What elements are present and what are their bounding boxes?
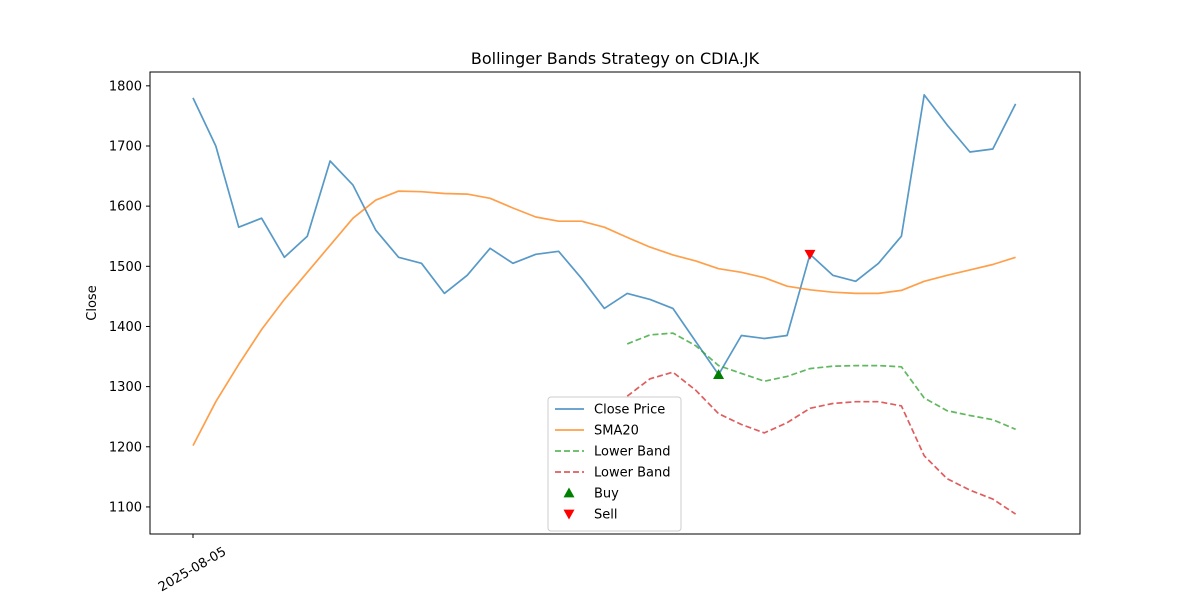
y-tick-label: 1800 [109,79,142,94]
series-line-lower-band-red [626,371,1017,515]
y-tick-label: 1600 [109,200,142,215]
y-tick-label: 1700 [109,139,142,154]
legend-swatch [563,509,575,520]
y-axis-label: Close [85,285,100,320]
series-line-lower-band [626,332,1016,431]
legend-label: Close Price [594,403,665,418]
legend-label: Buy [594,487,619,502]
series-layer [192,94,1017,515]
y-tick-label: 1500 [109,260,142,275]
legend-label: Lower Band [594,445,670,460]
legend-swatch [563,487,575,498]
series-line-sma20 [192,190,1016,446]
legend-label: Lower Band [594,466,670,481]
y-tick-label: 1200 [109,440,142,455]
legend-label: SMA20 [594,424,639,439]
plot-area-frame [149,71,1081,535]
legend-label: Sell [594,508,617,523]
series-line-close-price [192,94,1017,376]
chart-legend: Close Price SMA20 Lower Band Lower Band Buy S… [547,396,682,532]
sell-marker [804,249,816,260]
y-axis-ticks: 1100 1200 1300 1400 1500 1600 1700 1800 [109,79,150,515]
y-tick-label: 1400 [109,320,142,335]
y-tick-label: 1300 [109,380,142,395]
chart-title: Bollinger Bands Strategy on CDIA.JK [471,49,760,68]
y-tick-label: 1100 [109,500,142,515]
buy-marker [713,369,725,379]
marker-layer [713,249,816,379]
